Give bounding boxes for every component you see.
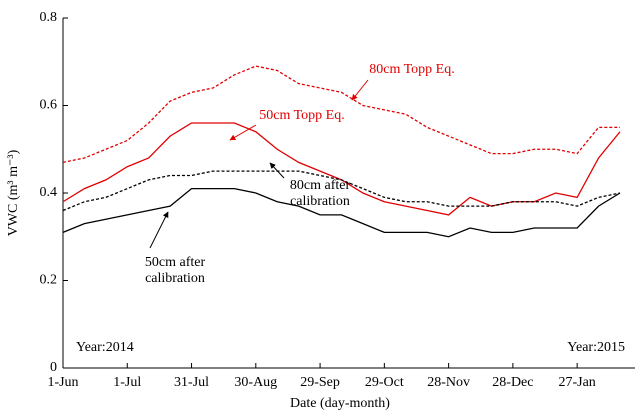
x-tick-label: 27-Jan (558, 375, 595, 390)
y-tick-label: 0.2 (40, 273, 58, 288)
series-line (62, 187, 621, 238)
x-tick-label: 28-Dec (492, 375, 533, 390)
x-tick-label: 31-Jul (174, 375, 209, 390)
x-tick-label: 30-Aug (234, 375, 277, 390)
annotation: 50cm Topp Eq. (259, 108, 345, 123)
x-tick-label: 29-Sep (300, 375, 340, 390)
annotation: 80cm after calibration (289, 178, 351, 209)
series-line (62, 65, 621, 164)
y-tick-label: 0 (50, 360, 57, 375)
arrow (229, 124, 257, 141)
x-tick-label: 1-Jun (47, 375, 78, 390)
x-tick-label: 1-Jul (113, 375, 141, 390)
arrow (149, 211, 169, 249)
y-tick-label: 0.8 (40, 10, 58, 25)
series-line (62, 170, 621, 212)
arrow (351, 79, 369, 101)
y-axis-label: VWC (m³ m⁻³) (6, 149, 21, 236)
y-tick-label: 0.6 (40, 98, 58, 113)
x-tick-label: 29-Oct (365, 375, 404, 390)
annotation: Year:2014 (76, 340, 134, 355)
x-tick-label: 28-Nov (427, 375, 470, 390)
annotation: Year:2015 (567, 340, 625, 355)
annotation: 50cm after calibration (144, 255, 206, 286)
y-tick-label: 0.4 (40, 185, 58, 200)
annotation: 80cm Topp Eq. (369, 62, 455, 77)
x-axis-label: Date (day-month) (290, 396, 390, 411)
